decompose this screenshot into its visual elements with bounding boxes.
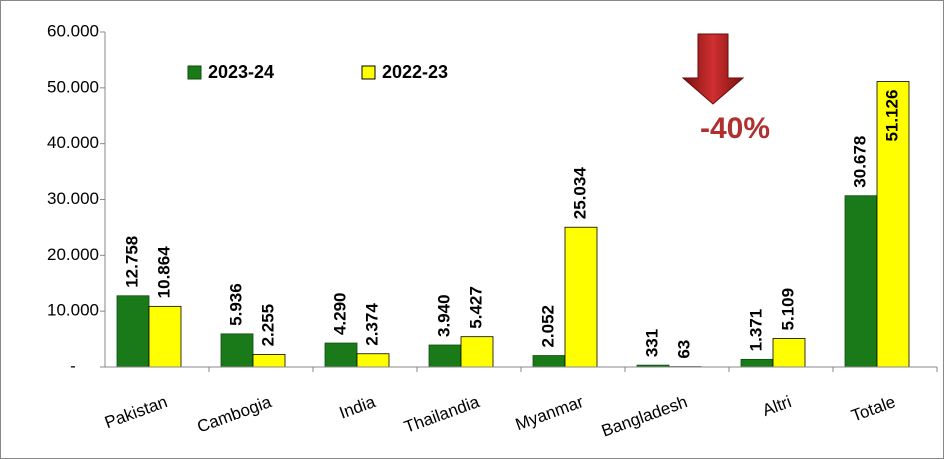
bar: [428, 344, 462, 368]
value-label: 10.864: [154, 246, 173, 299]
y-tick-label: 50.000: [47, 77, 99, 96]
bar: [772, 338, 806, 368]
value-label: 51.126: [882, 90, 901, 142]
bar: [740, 358, 774, 368]
value-label: 30.678: [850, 136, 869, 188]
value-label: 3.940: [434, 294, 453, 337]
value-label: 1.371: [746, 309, 765, 352]
bar: [876, 81, 910, 368]
bar: [324, 342, 358, 368]
value-label: 63: [674, 340, 693, 359]
value-label: 2.255: [258, 304, 277, 347]
bar: [564, 226, 598, 368]
bar: [252, 354, 286, 368]
y-tick-label: 60.000: [47, 21, 99, 40]
value-label: 331: [642, 329, 661, 357]
bar: [116, 295, 150, 368]
y-tick-label: 20.000: [47, 245, 99, 264]
legend-swatch: [187, 65, 202, 80]
annotation: -40%: [700, 112, 770, 145]
value-label: 2.052: [538, 305, 557, 348]
bar: [532, 355, 566, 368]
bar: [356, 353, 390, 368]
value-label: 12.758: [122, 236, 141, 288]
y-tick-label: 40.000: [47, 133, 99, 152]
y-tick-label: 10.000: [47, 301, 99, 320]
legend-label: 2022-23: [382, 62, 448, 82]
legend-swatch: [361, 65, 376, 80]
value-label: 25.034: [570, 167, 589, 220]
y-tick-label: -: [70, 356, 76, 375]
bar: [220, 333, 254, 368]
down-arrow: [681, 33, 745, 105]
value-label: 5.936: [226, 283, 245, 326]
legend-label: 2023-24: [208, 62, 274, 82]
value-label: 2.374: [362, 303, 381, 346]
value-label: 5.109: [778, 288, 797, 331]
y-tick-label: 30.000: [47, 189, 99, 208]
bar: [460, 336, 494, 368]
bar: [844, 195, 878, 368]
value-label: 4.290: [330, 293, 349, 336]
bar: [148, 305, 182, 368]
value-label: 5.427: [466, 286, 485, 329]
